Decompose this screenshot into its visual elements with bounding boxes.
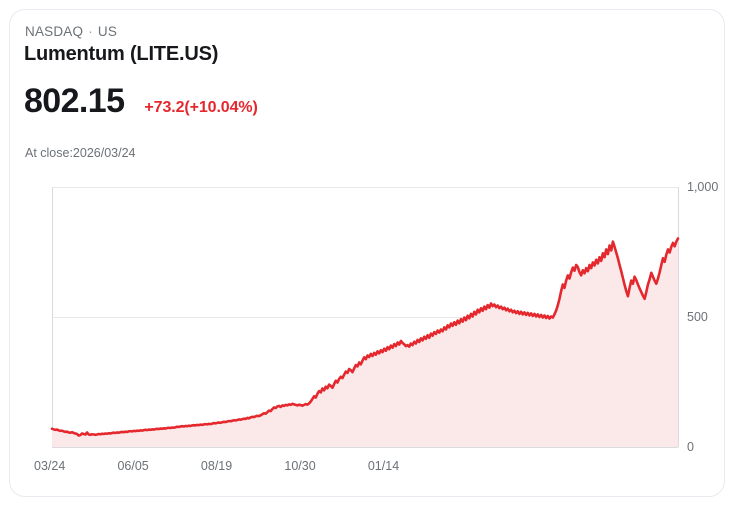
x-tick-label: 01/14 bbox=[368, 459, 399, 473]
region-code: US bbox=[97, 24, 118, 39]
exchange-name: NASDAQ bbox=[25, 24, 84, 39]
price-line bbox=[50, 237, 680, 437]
x-tick-label: 08/19 bbox=[201, 459, 232, 473]
y-tick-label: 500 bbox=[687, 310, 708, 324]
x-tick-label: 06/05 bbox=[117, 459, 148, 473]
page-title: Lumentum (LITE.US) bbox=[24, 43, 219, 65]
x-tick-label: 10/30 bbox=[284, 459, 315, 473]
price-area-fill bbox=[52, 238, 678, 447]
price-row: 802.15 +73.2(+10.04%) bbox=[24, 82, 258, 121]
separator-dot: · bbox=[88, 24, 93, 39]
y-tick-label: 0 bbox=[687, 440, 694, 454]
stock-quote-card: NASDAQ · US Lumentum (LITE.US) 802.15 +73.… bbox=[9, 9, 725, 497]
last-price: 802.15 bbox=[24, 82, 125, 120]
price-chart-svg[interactable]: 0 500 1,000 03/24 06/05 08/19 10/30 01/14 bbox=[10, 165, 726, 485]
session-status: At close:2026/03/24 bbox=[25, 146, 136, 160]
x-axis-labels: 03/24 06/05 08/19 10/30 01/14 bbox=[34, 459, 399, 473]
price-chart[interactable]: 0 500 1,000 03/24 06/05 08/19 10/30 01/14 bbox=[10, 165, 726, 485]
price-change: +73.2(+10.04%) bbox=[144, 99, 258, 116]
y-tick-label: 1,000 bbox=[687, 180, 718, 194]
exchange-region-row: NASDAQ · US bbox=[25, 24, 117, 39]
y-axis-labels: 0 500 1,000 bbox=[687, 180, 718, 454]
x-tick-label: 03/24 bbox=[34, 459, 65, 473]
